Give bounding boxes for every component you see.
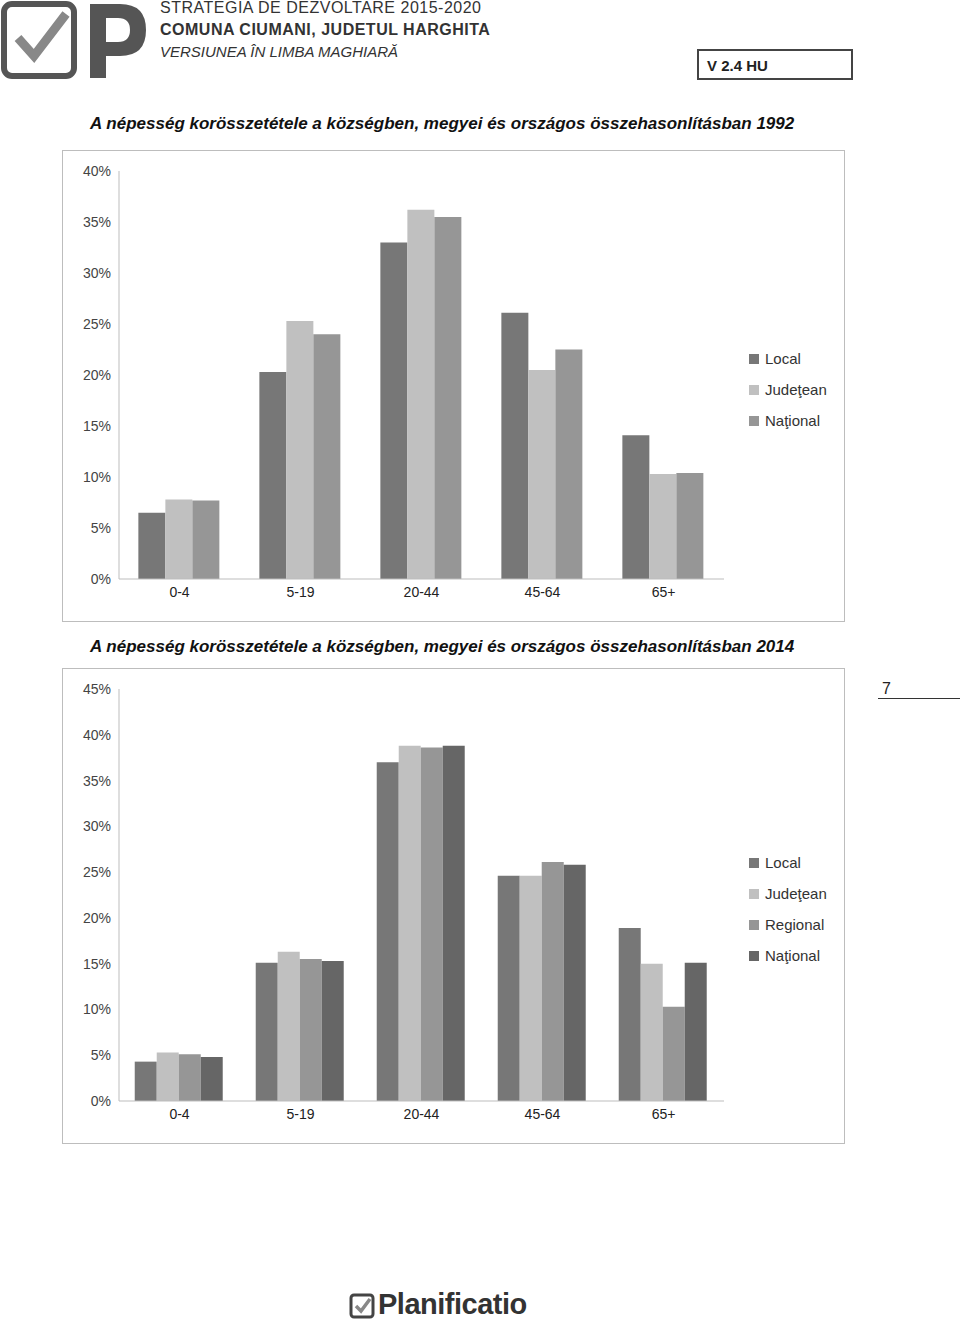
svg-text:65+: 65+ xyxy=(652,584,676,600)
svg-text:0-4: 0-4 xyxy=(169,584,189,600)
svg-text:0-4: 0-4 xyxy=(169,1106,189,1122)
html-text:STRATEGIA DE DEZVOLTARE 2015-2: STRATEGIA DE DEZVOLTARE 2015-2020 xyxy=(160,0,482,16)
html-text:Planificatio: Planificatio xyxy=(378,1288,527,1320)
svg-text:30%: 30% xyxy=(83,265,111,281)
html-text:V 2.4 HU: V 2.4 HU xyxy=(707,57,768,74)
svg-text:20%: 20% xyxy=(83,367,111,383)
svg-text:30%: 30% xyxy=(83,818,111,834)
svg-text:15%: 15% xyxy=(83,418,111,434)
html-text:7: 7 xyxy=(882,680,891,697)
svg-text:20%: 20% xyxy=(83,910,111,926)
html-text:Judeţean: Judeţean xyxy=(765,885,827,902)
svg-text:35%: 35% xyxy=(83,214,111,230)
svg-text:35%: 35% xyxy=(83,773,111,789)
svg-text:10%: 10% xyxy=(83,1001,111,1017)
svg-text:45%: 45% xyxy=(83,681,111,697)
html-text:Naţional: Naţional xyxy=(765,412,820,429)
svg-text:25%: 25% xyxy=(83,316,111,332)
html-text:COMUNA CIUMANI, JUDETUL HARGHI: COMUNA CIUMANI, JUDETUL HARGHITA xyxy=(160,21,491,38)
svg-text:5-19: 5-19 xyxy=(286,584,314,600)
svg-text:10%: 10% xyxy=(83,469,111,485)
svg-text:40%: 40% xyxy=(83,727,111,743)
svg-text:40%: 40% xyxy=(83,163,111,179)
html-text:A népesség korösszetétele a kö: A népesség korösszetétele a községben, m… xyxy=(90,114,795,133)
svg-text:5-19: 5-19 xyxy=(286,1106,314,1122)
html-text:Judeţean: Judeţean xyxy=(765,381,827,398)
svg-text:20-44: 20-44 xyxy=(404,584,440,600)
svg-text:5%: 5% xyxy=(91,1047,111,1063)
svg-text:0%: 0% xyxy=(91,571,111,587)
html-text:Naţional: Naţional xyxy=(765,947,820,964)
html-text:Local: Local xyxy=(765,350,801,367)
svg-text:15%: 15% xyxy=(83,956,111,972)
svg-text:65+: 65+ xyxy=(652,1106,676,1122)
html-text:A népesség korösszetétele a kö: A népesség korösszetétele a községben, m… xyxy=(90,637,795,656)
svg-text:25%: 25% xyxy=(83,864,111,880)
svg-text:0%: 0% xyxy=(91,1093,111,1109)
html-text:VERSIUNEA ÎN LIMBA MAGHIARĂ: VERSIUNEA ÎN LIMBA MAGHIARĂ xyxy=(160,43,399,60)
svg-text:45-64: 45-64 xyxy=(525,1106,561,1122)
html-text:Regional: Regional xyxy=(765,916,825,933)
svg-text:20-44: 20-44 xyxy=(404,1106,440,1122)
html-text:Local: Local xyxy=(765,854,801,871)
svg-text:5%: 5% xyxy=(91,520,111,536)
svg-text:45-64: 45-64 xyxy=(525,584,561,600)
